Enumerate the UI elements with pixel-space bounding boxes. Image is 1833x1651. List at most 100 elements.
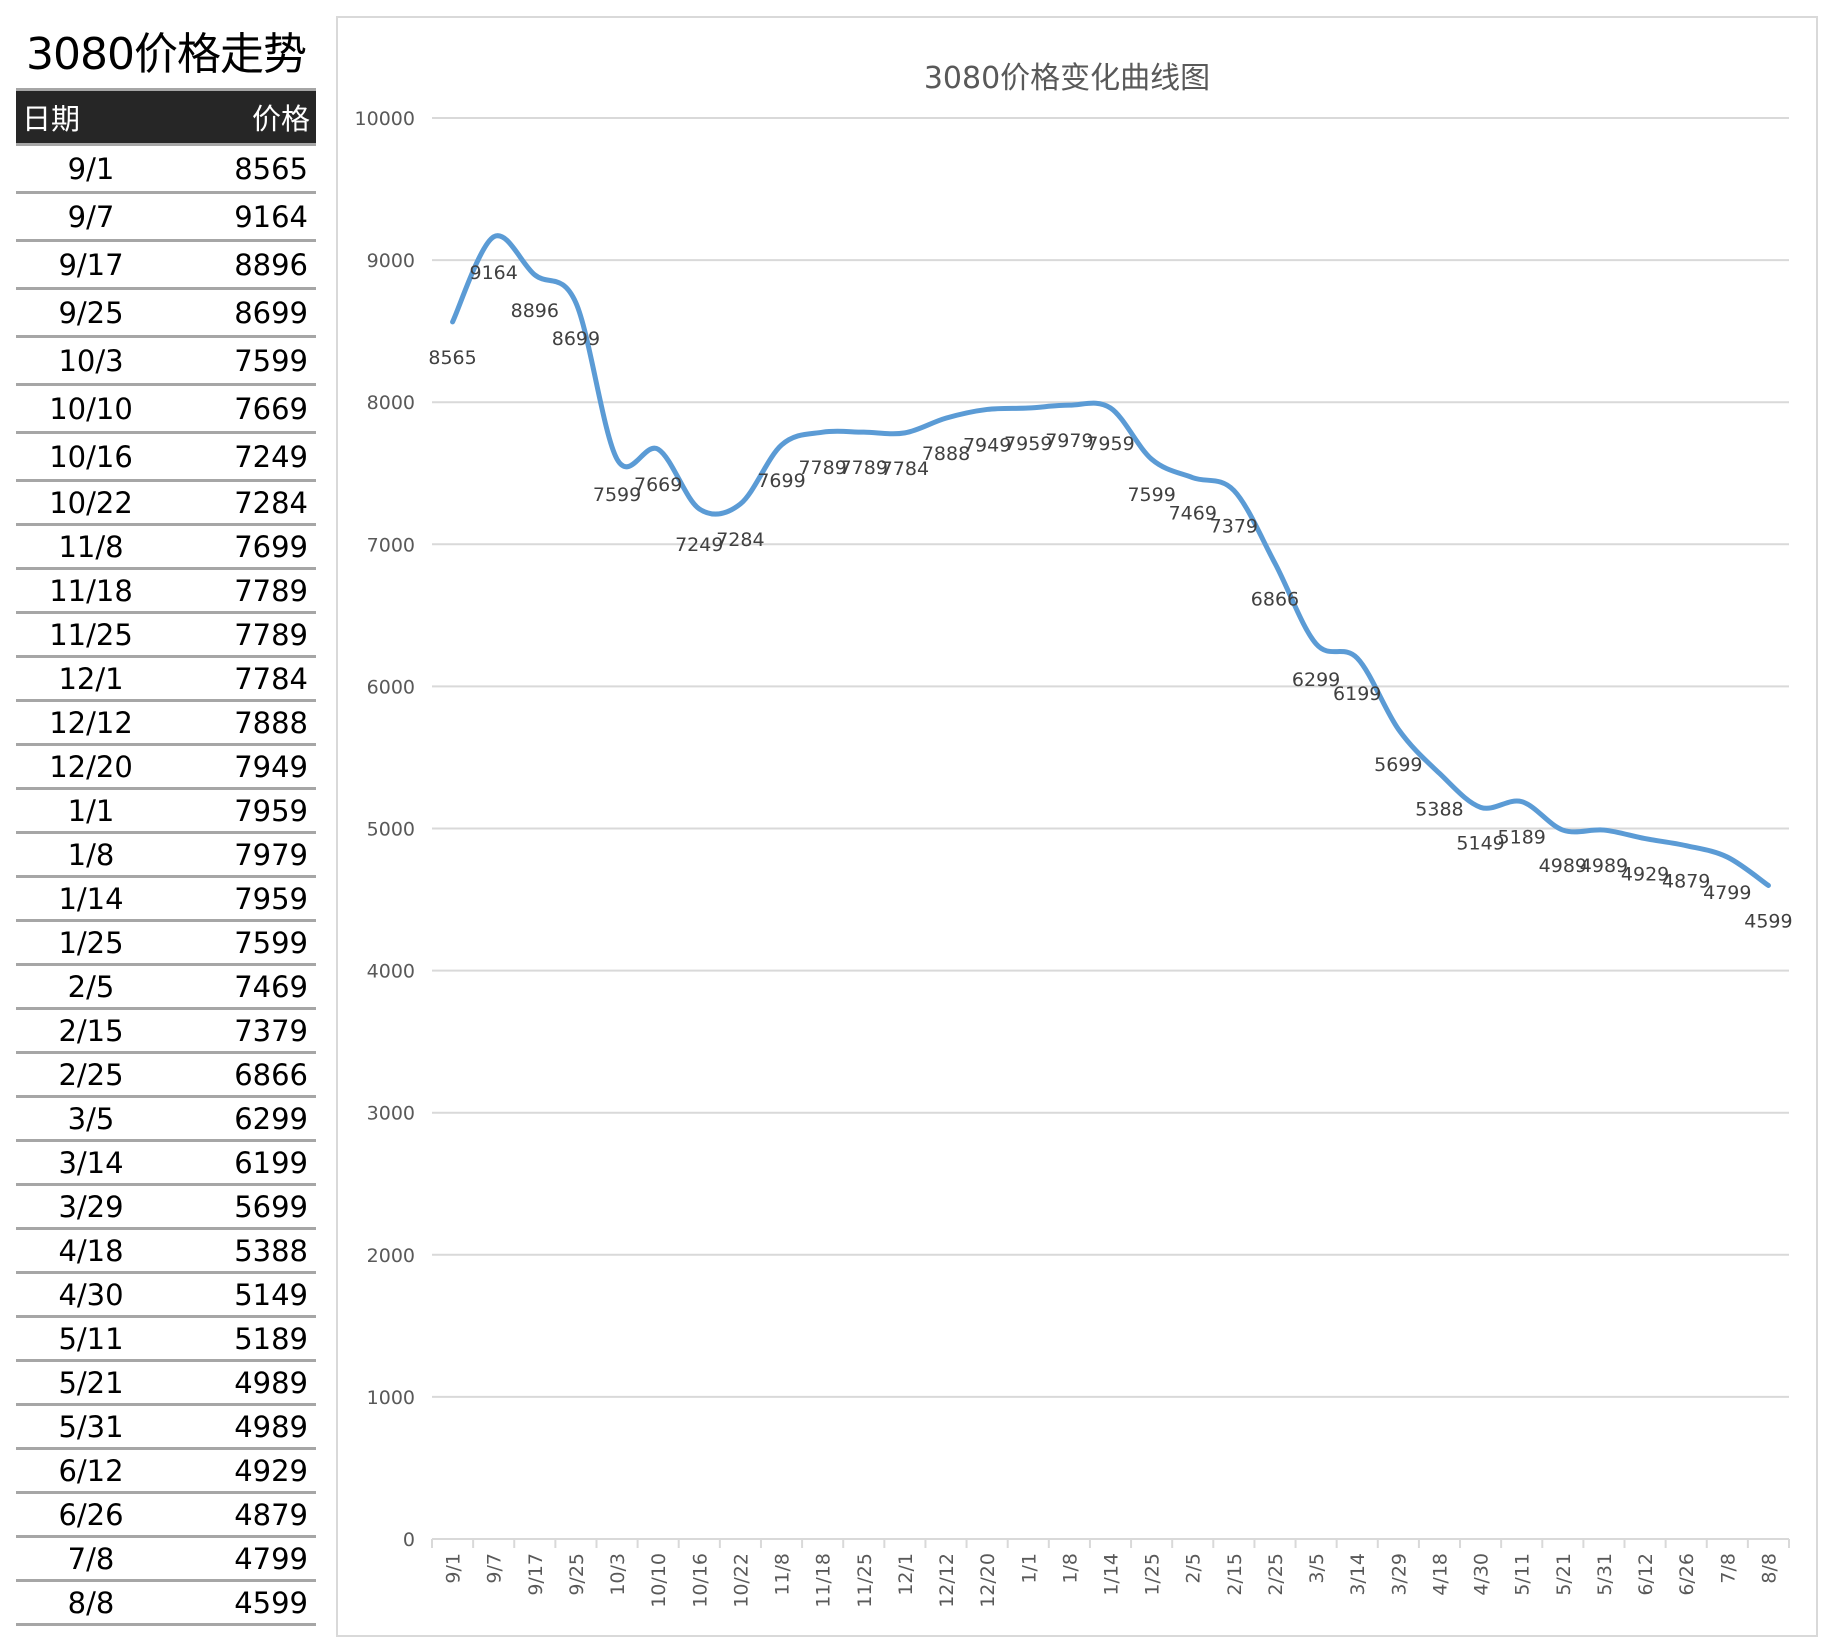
price-cell: 4989 xyxy=(234,1409,308,1444)
x-tick-label: 6/12 xyxy=(1635,1553,1657,1596)
x-tick-label: 9/1 xyxy=(443,1553,465,1584)
table-row: 2/15 7379 xyxy=(16,1010,316,1054)
x-tick-label: 2/15 xyxy=(1224,1553,1246,1596)
data-label: 7249 xyxy=(675,534,723,556)
data-label: 7949 xyxy=(963,434,1011,456)
date-cell: 11/8 xyxy=(58,529,124,564)
table-row: 6/26 4879 xyxy=(16,1494,316,1538)
date-cell: 10/22 xyxy=(49,485,133,520)
table-row: 9/7 9164 xyxy=(16,194,316,242)
y-tick-label: 6000 xyxy=(367,676,415,698)
date-cell: 5/11 xyxy=(58,1321,124,1356)
date-cell: 9/25 xyxy=(58,295,124,330)
y-tick-label: 10000 xyxy=(355,108,415,130)
price-cell: 4879 xyxy=(234,1497,308,1532)
x-tick-label: 10/16 xyxy=(689,1553,711,1608)
date-cell: 11/25 xyxy=(49,617,133,652)
price-cell: 6199 xyxy=(234,1145,308,1180)
data-label: 6866 xyxy=(1251,588,1299,610)
x-tick-label: 10/10 xyxy=(648,1553,670,1608)
y-tick-label: 8000 xyxy=(367,392,415,414)
date-cell: 9/17 xyxy=(58,247,124,282)
data-label: 4599 xyxy=(1744,910,1792,932)
data-label: 4989 xyxy=(1580,855,1628,877)
date-cell: 4/30 xyxy=(58,1277,124,1312)
data-label: 6199 xyxy=(1333,683,1381,705)
x-tick-label: 6/26 xyxy=(1676,1553,1698,1596)
data-label: 7784 xyxy=(881,458,929,480)
date-cell: 11/18 xyxy=(49,573,133,608)
table-row: 1/8 7979 xyxy=(16,834,316,878)
price-cell: 7959 xyxy=(234,881,308,916)
price-cell: 9164 xyxy=(234,199,308,234)
price-cell: 4599 xyxy=(234,1585,308,1620)
x-tick-label: 1/14 xyxy=(1101,1553,1123,1596)
date-cell: 6/12 xyxy=(58,1453,124,1488)
data-label: 4799 xyxy=(1703,882,1751,904)
y-tick-label: 4000 xyxy=(367,961,415,983)
price-cell: 7959 xyxy=(234,793,308,828)
table-row: 1/1 7959 xyxy=(16,790,316,834)
date-cell: 5/31 xyxy=(58,1409,124,1444)
x-tick-label: 9/7 xyxy=(484,1553,506,1584)
data-label: 4929 xyxy=(1621,864,1669,886)
x-tick-label: 11/25 xyxy=(854,1553,876,1608)
data-label: 5189 xyxy=(1498,827,1546,849)
price-cell: 7599 xyxy=(234,925,308,960)
x-tick-label: 9/25 xyxy=(566,1553,588,1596)
date-cell: 10/10 xyxy=(49,391,133,426)
date-cell: 3/29 xyxy=(58,1189,124,1224)
x-tick-label: 3/14 xyxy=(1347,1553,1369,1596)
price-cell: 7379 xyxy=(234,1013,308,1048)
data-label: 7979 xyxy=(1045,430,1093,452)
x-tick-label: 2/5 xyxy=(1183,1553,1205,1584)
price-cell: 5149 xyxy=(234,1277,308,1312)
table-row: 2/25 6866 xyxy=(16,1054,316,1098)
data-label: 6299 xyxy=(1292,669,1340,691)
table-row: 11/8 7699 xyxy=(16,526,316,570)
data-label: 8565 xyxy=(428,347,476,369)
x-tick-label: 1/1 xyxy=(1018,1553,1040,1584)
price-cell: 7599 xyxy=(234,343,308,378)
data-label: 7959 xyxy=(1004,433,1052,455)
date-cell: 4/18 xyxy=(58,1233,124,1268)
data-label: 7789 xyxy=(798,457,846,479)
y-tick-label: 1000 xyxy=(367,1387,415,1409)
table-row: 11/25 7789 xyxy=(16,614,316,658)
data-label: 8699 xyxy=(552,328,600,350)
date-cell: 12/12 xyxy=(49,705,133,740)
price-cell: 7789 xyxy=(234,573,308,608)
price-cell: 7469 xyxy=(234,969,308,1004)
x-tick-label: 10/3 xyxy=(607,1553,629,1596)
x-tick-label: 9/17 xyxy=(525,1553,547,1596)
table-row: 9/25 8699 xyxy=(16,290,316,338)
y-tick-label: 3000 xyxy=(367,1103,415,1125)
data-label: 7699 xyxy=(757,470,805,492)
table-row: 9/17 8896 xyxy=(16,242,316,290)
price-cell: 5189 xyxy=(234,1321,308,1356)
series-line xyxy=(450,233,1771,888)
data-label: 7469 xyxy=(1169,503,1217,525)
table-row: 3/5 6299 xyxy=(16,1098,316,1142)
x-tick-label: 2/25 xyxy=(1265,1553,1287,1596)
price-cell: 6866 xyxy=(234,1057,308,1092)
table-row: 5/31 4989 xyxy=(16,1406,316,1450)
date-cell: 9/1 xyxy=(67,151,115,186)
date-cell: 1/14 xyxy=(58,881,124,916)
date-cell: 8/8 xyxy=(67,1585,115,1620)
x-tick-label: 8/8 xyxy=(1758,1553,1780,1584)
data-label: 5699 xyxy=(1374,754,1422,776)
table-row: 4/30 5149 xyxy=(16,1274,316,1318)
header-price: 价格 xyxy=(251,102,310,136)
header-date: 日期 xyxy=(22,102,81,136)
x-tick-label: 12/12 xyxy=(936,1553,958,1608)
data-label: 7284 xyxy=(716,529,764,551)
date-cell: 3/14 xyxy=(58,1145,124,1180)
price-cell: 7784 xyxy=(234,661,308,696)
x-tick-label: 1/8 xyxy=(1059,1553,1081,1584)
x-tick-label: 1/25 xyxy=(1142,1553,1164,1596)
table-row: 7/8 4799 xyxy=(16,1538,316,1582)
table-row: 1/14 7959 xyxy=(16,878,316,922)
x-tick-label: 5/11 xyxy=(1512,1553,1534,1596)
table-row: 10/16 7249 xyxy=(16,434,316,482)
